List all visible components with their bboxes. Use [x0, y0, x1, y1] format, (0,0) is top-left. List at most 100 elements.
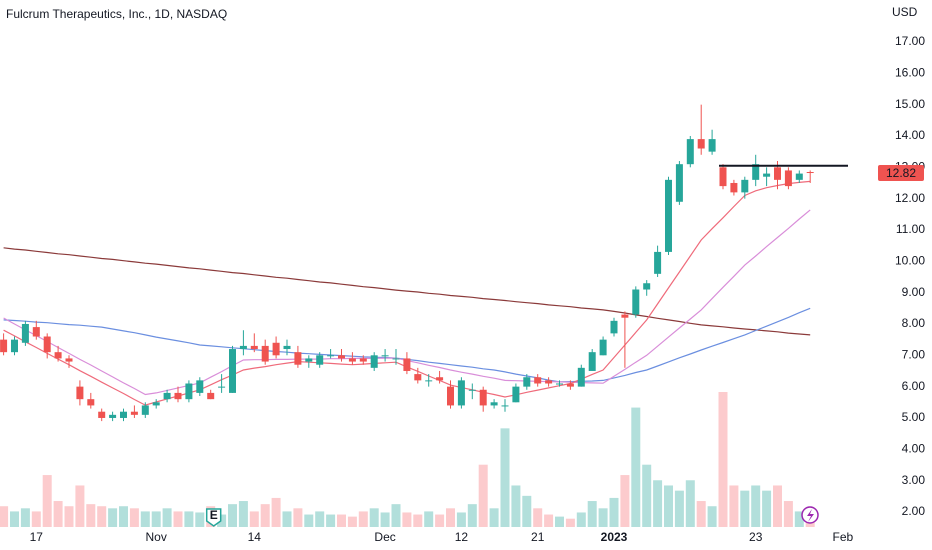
volume-bar: [184, 511, 194, 527]
volume-bar: [696, 501, 706, 527]
candle-body: [806, 172, 814, 174]
volume-bar: [664, 485, 673, 527]
volume-bar: [282, 511, 292, 527]
candles: [0, 104, 814, 422]
chart-title: Fulcrum Therapeutics, Inc., 1D, NASDAQ: [6, 7, 227, 21]
y-tick-label: 4.00: [902, 441, 926, 455]
candle-body: [654, 251, 662, 274]
candle-body: [556, 383, 563, 385]
y-tick-label: 7.00: [902, 347, 926, 361]
candle-body: [414, 374, 422, 381]
volume-bar: [402, 512, 412, 527]
volume-bar: [467, 504, 477, 527]
candle-body: [207, 392, 215, 400]
candle-body: [109, 414, 117, 418]
volume-bar: [598, 508, 608, 527]
candle-body: [152, 402, 160, 406]
x-tick-label: 12: [455, 530, 469, 544]
candle-body: [21, 323, 29, 343]
moving-average: [3, 247, 811, 336]
volume-bar: [576, 512, 586, 527]
candle-body: [54, 352, 62, 359]
candle-body: [261, 345, 269, 362]
candle-body: [174, 392, 182, 400]
y-tick-label: 8.00: [902, 316, 926, 330]
candle-body: [795, 173, 803, 180]
volume-bar: [740, 490, 750, 527]
candle-body: [338, 355, 345, 359]
candle-body: [76, 386, 84, 400]
volume-bar: [653, 480, 663, 527]
candle-body: [229, 349, 236, 393]
volume-bar: [762, 490, 772, 527]
candle-body: [359, 358, 367, 362]
volume-bar: [195, 512, 205, 527]
candle-body: [763, 173, 771, 177]
candle-body: [32, 327, 40, 337]
volume-bar: [42, 475, 52, 527]
candle-body: [283, 345, 291, 350]
volume-bar: [53, 501, 63, 527]
volume-bar: [478, 464, 488, 527]
volume-bar: [151, 511, 161, 527]
volume-bar: [413, 514, 423, 527]
y-tick-label: 14.00: [895, 128, 925, 142]
candle-body: [316, 355, 324, 365]
x-tick-label: 17: [30, 530, 44, 544]
x-tick-label: Nov: [146, 530, 167, 544]
y-tick-label: 15.00: [895, 97, 925, 111]
candle-body: [566, 383, 574, 387]
volume-bar: [271, 497, 281, 527]
candle-body: [348, 358, 356, 362]
volume-bar: [173, 511, 183, 527]
volume-bar: [315, 511, 325, 527]
volume-bar: [555, 516, 564, 527]
y-tick-label: 5.00: [902, 410, 926, 424]
candle-body: [327, 355, 335, 357]
candle-body: [447, 386, 454, 406]
volume-bar: [162, 508, 172, 527]
y-tick-label: 12.00: [895, 191, 925, 205]
volume-bar: [0, 506, 9, 527]
candle-body: [250, 345, 258, 350]
x-tick-label: 23: [749, 530, 763, 544]
volume-bar: [446, 508, 455, 527]
volume-bar: [609, 497, 619, 527]
candle-body: [490, 402, 498, 406]
candle-body: [163, 392, 171, 400]
volume-bar: [751, 485, 761, 527]
candle-body: [577, 367, 585, 387]
volume-bar: [642, 464, 652, 527]
volume-bar: [119, 506, 128, 527]
candle-body: [43, 336, 51, 353]
candle-body: [774, 167, 781, 180]
volume-bar: [97, 506, 107, 527]
candle-body: [120, 411, 127, 418]
volume-bar: [511, 485, 521, 527]
volume-bar: [620, 475, 630, 527]
volume-bar: [783, 501, 793, 527]
y-tick-label: 17.00: [895, 34, 925, 48]
candle-body: [196, 380, 204, 393]
x-tick-label: 2023: [601, 530, 628, 544]
volume-bar: [522, 495, 532, 527]
candle-body: [425, 380, 433, 382]
x-tick-label: Dec: [374, 530, 395, 544]
candle-body: [218, 386, 226, 388]
y-tick-label: 3.00: [902, 473, 926, 487]
volume-bar: [729, 485, 739, 527]
volume-bar: [380, 512, 390, 527]
y-tick-label: 6.00: [902, 379, 926, 393]
candle-body: [0, 339, 8, 353]
candle-body: [719, 167, 727, 187]
volume-bar: [489, 508, 499, 527]
candle-body: [599, 339, 607, 356]
volume-bar: [674, 490, 684, 527]
currency-label: USD: [892, 5, 918, 19]
volume-bar: [358, 511, 368, 527]
volume-bar: [369, 508, 379, 527]
y-tick-label: 10.00: [895, 253, 925, 267]
volume-bar: [337, 514, 346, 527]
candle-body: [370, 355, 378, 368]
y-tick-label: 11.00: [896, 222, 925, 236]
